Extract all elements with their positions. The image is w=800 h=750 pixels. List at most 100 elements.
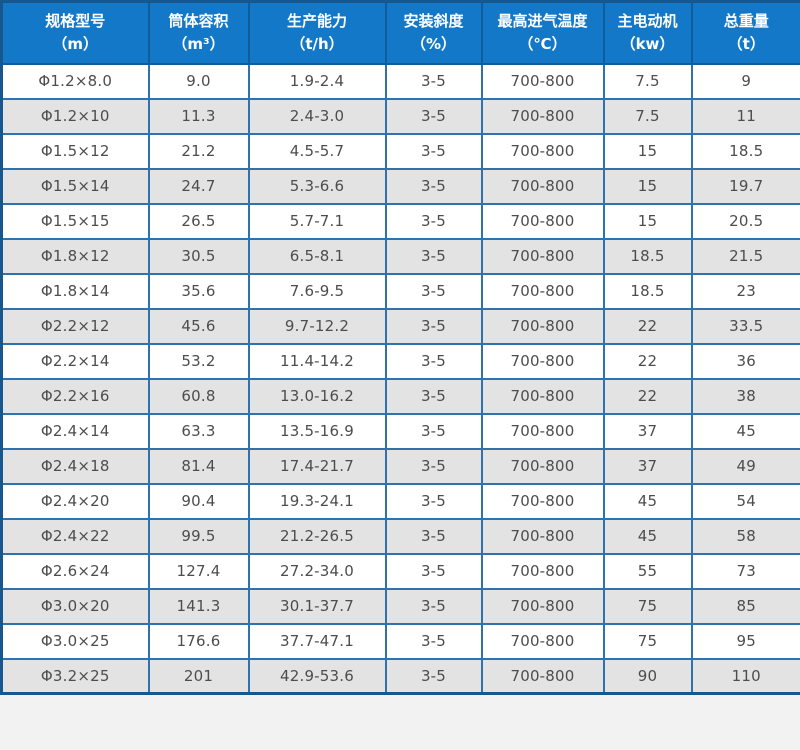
spec-cell: 22 bbox=[602, 377, 693, 415]
header-unit: （m³） bbox=[172, 34, 225, 53]
spec-row: Φ2.2×12 45.6 9.7-12.2 3-5 700-800 22 33.5 bbox=[0, 307, 800, 345]
spec-cell: 3-5 bbox=[384, 167, 483, 205]
spec-row: Φ2.2×14 53.2 11.4-14.2 3-5 700-800 22 36 bbox=[0, 342, 800, 380]
spec-cell: Φ1.5×14 bbox=[0, 167, 150, 205]
spec-cell: 5.7-7.1 bbox=[247, 202, 387, 240]
spec-row: Φ3.0×20 141.3 30.1-37.7 3-5 700-800 75 85 bbox=[0, 587, 800, 625]
spec-cell: 27.2-34.0 bbox=[247, 552, 387, 590]
spec-cell: 700-800 bbox=[480, 412, 605, 450]
header-title: 生产能力 bbox=[286, 11, 347, 30]
spec-cell: 4.5-5.7 bbox=[247, 132, 387, 170]
spec-cell: Φ3.2×25 bbox=[0, 657, 150, 695]
spec-cell: 54 bbox=[690, 482, 800, 520]
spec-cell: 3-5 bbox=[384, 412, 483, 450]
spec-table: 规格型号 （m） 筒体容积 （m³） 生产能力 （t/h） 安装斜度 （%） 最… bbox=[0, 0, 800, 695]
spec-cell: 21.2 bbox=[147, 132, 250, 170]
spec-cell: 18.5 bbox=[690, 132, 800, 170]
spec-cell: 30.1-37.7 bbox=[247, 587, 387, 625]
spec-cell: 700-800 bbox=[480, 272, 605, 310]
table-header: 规格型号 （m） 筒体容积 （m³） 生产能力 （t/h） 安装斜度 （%） 最… bbox=[0, 0, 800, 65]
spec-cell: 700-800 bbox=[480, 237, 605, 275]
spec-cell: 35.6 bbox=[147, 272, 250, 310]
spec-cell: 700-800 bbox=[480, 622, 605, 660]
spec-cell: Φ1.8×12 bbox=[0, 237, 150, 275]
spec-cell: 110 bbox=[690, 657, 800, 695]
spec-cell: 22 bbox=[602, 307, 693, 345]
spec-cell: 3-5 bbox=[384, 342, 483, 380]
spec-cell: 141.3 bbox=[147, 587, 250, 625]
spec-row: Φ1.5×12 21.2 4.5-5.7 3-5 700-800 15 18.5 bbox=[0, 132, 800, 170]
spec-cell: 21.5 bbox=[690, 237, 800, 275]
spec-row: Φ2.4×20 90.4 19.3-24.1 3-5 700-800 45 54 bbox=[0, 482, 800, 520]
spec-cell: 3-5 bbox=[384, 307, 483, 345]
spec-cell: 20.5 bbox=[690, 202, 800, 240]
spec-cell: 176.6 bbox=[147, 622, 250, 660]
header-unit: （kw） bbox=[620, 34, 675, 53]
spec-cell: 18.5 bbox=[602, 237, 693, 275]
spec-cell: 700-800 bbox=[480, 342, 605, 380]
header-title: 安装斜度 bbox=[403, 11, 464, 30]
spec-cell: 3-5 bbox=[384, 237, 483, 275]
header-title: 总重量 bbox=[723, 11, 769, 30]
spec-cell: 37.7-47.1 bbox=[247, 622, 387, 660]
spec-cell: 49 bbox=[690, 447, 800, 485]
spec-cell: 19.3-24.1 bbox=[247, 482, 387, 520]
spec-row: Φ2.2×16 60.8 13.0-16.2 3-5 700-800 22 38 bbox=[0, 377, 800, 415]
spec-cell: 90.4 bbox=[147, 482, 250, 520]
spec-cell: 38 bbox=[690, 377, 800, 415]
spec-cell: 15 bbox=[602, 167, 693, 205]
spec-cell: Φ3.0×25 bbox=[0, 622, 150, 660]
spec-cell: 23 bbox=[690, 272, 800, 310]
spec-cell: 60.8 bbox=[147, 377, 250, 415]
header-unit: （t/h） bbox=[290, 34, 344, 53]
spec-cell: 127.4 bbox=[147, 552, 250, 590]
spec-cell: Φ1.2×8.0 bbox=[0, 62, 150, 100]
spec-cell: Φ1.8×14 bbox=[0, 272, 150, 310]
spec-cell: 81.4 bbox=[147, 447, 250, 485]
spec-cell: 17.4-21.7 bbox=[247, 447, 387, 485]
spec-cell: 15 bbox=[602, 132, 693, 170]
spec-cell: 13.0-16.2 bbox=[247, 377, 387, 415]
spec-cell: 13.5-16.9 bbox=[247, 412, 387, 450]
spec-cell: 55 bbox=[602, 552, 693, 590]
spec-cell: 95 bbox=[690, 622, 800, 660]
spec-row: Φ1.8×12 30.5 6.5-8.1 3-5 700-800 18.5 21.5 bbox=[0, 237, 800, 275]
header-installation-slope: 安装斜度 （%） bbox=[384, 0, 483, 65]
spec-cell: 700-800 bbox=[480, 307, 605, 345]
spec-cell: 21.2-26.5 bbox=[247, 517, 387, 555]
spec-cell: 9.7-12.2 bbox=[247, 307, 387, 345]
spec-cell: 201 bbox=[147, 657, 250, 695]
spec-cell: 15 bbox=[602, 202, 693, 240]
spec-row: Φ1.5×14 24.7 5.3-6.6 3-5 700-800 15 19.7 bbox=[0, 167, 800, 205]
spec-row: Φ1.8×14 35.6 7.6-9.5 3-5 700-800 18.5 23 bbox=[0, 272, 800, 310]
spec-cell: 3-5 bbox=[384, 552, 483, 590]
header-spec-model: 规格型号 （m） bbox=[0, 0, 150, 65]
spec-cell: 24.7 bbox=[147, 167, 250, 205]
spec-cell: 5.3-6.6 bbox=[247, 167, 387, 205]
spec-cell: 700-800 bbox=[480, 132, 605, 170]
header-title: 最高进气温度 bbox=[497, 11, 588, 30]
spec-cell: Φ2.4×14 bbox=[0, 412, 150, 450]
spec-cell: 3-5 bbox=[384, 622, 483, 660]
spec-cell: 37 bbox=[602, 412, 693, 450]
spec-row: Φ2.4×22 99.5 21.2-26.5 3-5 700-800 45 58 bbox=[0, 517, 800, 555]
spec-cell: Φ1.2×10 bbox=[0, 97, 150, 135]
spec-cell: 73 bbox=[690, 552, 800, 590]
header-unit: （%） bbox=[410, 34, 457, 53]
spec-cell: 3-5 bbox=[384, 97, 483, 135]
spec-cell: Φ2.2×12 bbox=[0, 307, 150, 345]
header-unit: （℃） bbox=[518, 34, 567, 53]
spec-cell: 75 bbox=[602, 622, 693, 660]
spec-cell: 45.6 bbox=[147, 307, 250, 345]
spec-cell: 45 bbox=[602, 482, 693, 520]
spec-cell: 37 bbox=[602, 447, 693, 485]
spec-cell: Φ1.5×12 bbox=[0, 132, 150, 170]
spec-row: Φ2.4×14 63.3 13.5-16.9 3-5 700-800 37 45 bbox=[0, 412, 800, 450]
spec-cell: Φ3.0×20 bbox=[0, 587, 150, 625]
spec-cell: 30.5 bbox=[147, 237, 250, 275]
spec-cell: 3-5 bbox=[384, 272, 483, 310]
spec-cell: 42.9-53.6 bbox=[247, 657, 387, 695]
spec-cell: 700-800 bbox=[480, 657, 605, 695]
spec-cell: 26.5 bbox=[147, 202, 250, 240]
spec-cell: 700-800 bbox=[480, 62, 605, 100]
